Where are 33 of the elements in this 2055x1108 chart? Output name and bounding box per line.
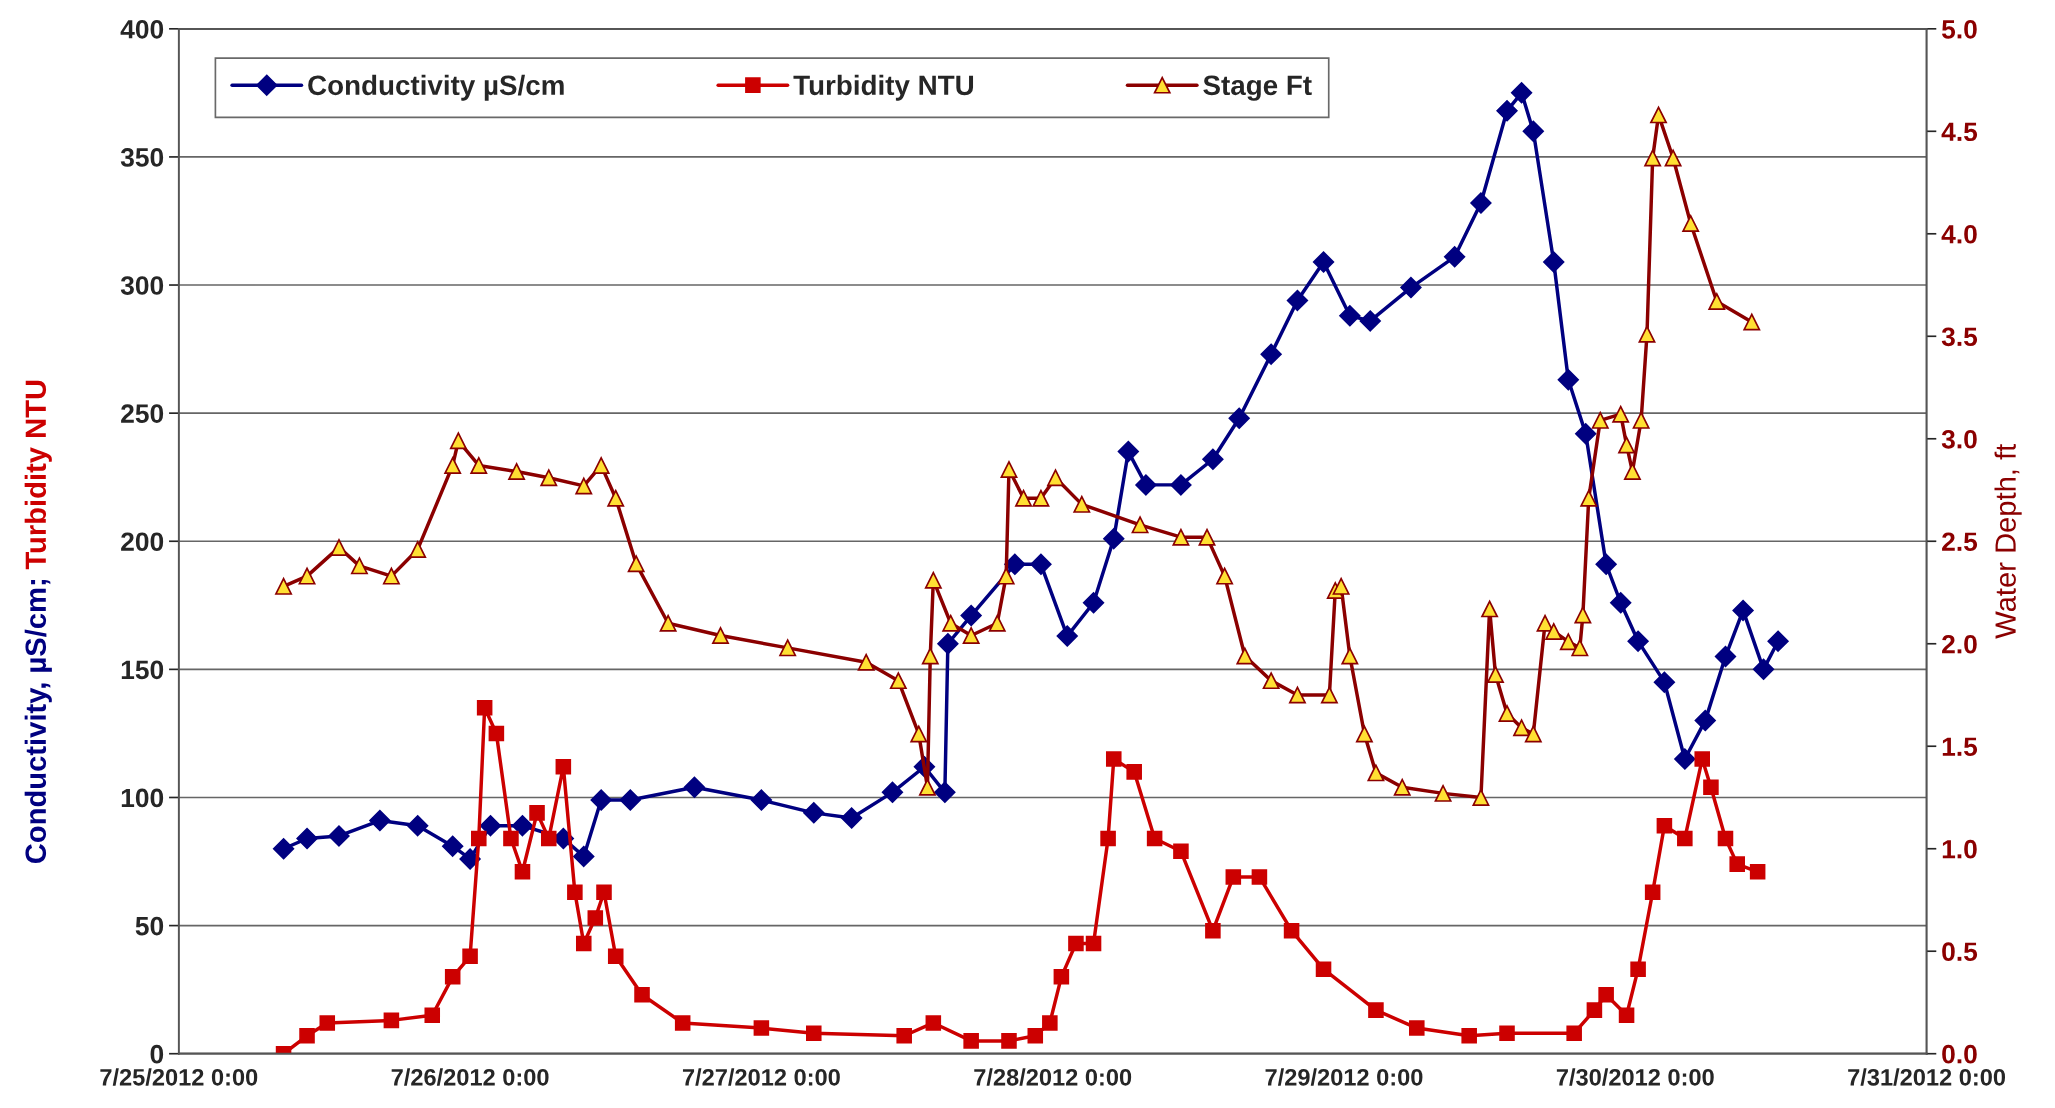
y2-tick-label: 3.0 — [1941, 429, 1977, 449]
y2-tick-label: 2.0 — [1942, 634, 1977, 654]
y2-tick-label: 2.5 — [1942, 532, 1978, 552]
y-tick-label: 200 — [121, 532, 164, 552]
y-tick-label: 50 — [135, 916, 164, 936]
x-tick-label: 7/30/2012 0:00 — [1556, 1068, 1714, 1086]
y2-tick-label: 0.5 — [1942, 942, 1978, 962]
y2-axis-title: Water Depth, ft — [1994, 443, 2022, 639]
y-tick-label: 350 — [120, 148, 164, 167]
x-tick-label: 7/27/2012 0:00 — [682, 1068, 840, 1086]
y2-tick-label: 1.5 — [1942, 737, 1978, 757]
y-tick-label: 100 — [121, 788, 164, 808]
x-tick-label: 7/29/2012 0:00 — [1265, 1068, 1423, 1086]
y2-tick-label: 3.5 — [1941, 327, 1978, 347]
x-tick-label: 7/26/2012 0:00 — [391, 1068, 549, 1086]
x-tick-label: 7/28/2012 0:00 — [974, 1068, 1132, 1086]
legend-label: Turbidity NTU — [793, 74, 974, 101]
y-tick-label: 250 — [121, 404, 164, 423]
text: Turbidity NTU — [24, 380, 52, 570]
y2-tick-label: 1.0 — [1942, 839, 1977, 859]
y2-tick-label: 4.0 — [1941, 224, 1977, 244]
y2-tick-label: 0.0 — [1942, 1044, 1977, 1064]
x-tick-label: 7/25/2012 0:00 — [100, 1068, 258, 1086]
legend-label: Conductivity µS/cm — [308, 74, 564, 101]
y-tick-label: 400 — [120, 19, 164, 39]
y-tick-label: 0 — [150, 1044, 164, 1064]
y-tick-label: 300 — [120, 276, 164, 295]
legend-label: Stage Ft — [1203, 75, 1312, 101]
x-tick-label: 7/31/2012 0:00 — [1848, 1068, 2006, 1086]
text: Conductivity, µS/cm; — [24, 580, 52, 864]
y2-tick-label: 4.5 — [1941, 122, 1978, 142]
y2-tick-label: 5.0 — [1941, 19, 1977, 39]
y-tick-label: 150 — [121, 660, 164, 680]
